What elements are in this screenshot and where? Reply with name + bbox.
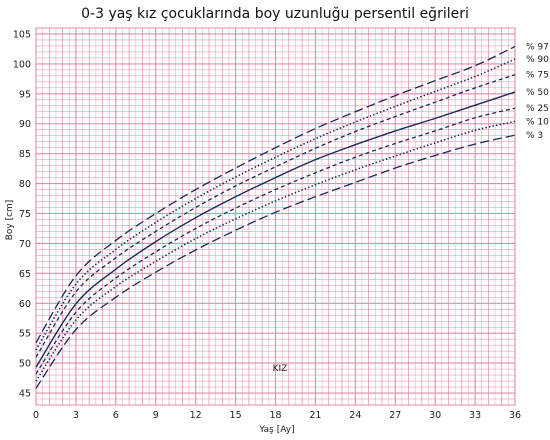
y-tick-label: 90 [19, 119, 31, 130]
x-tick-label: 24 [349, 410, 361, 421]
y-tick-label: 70 [19, 239, 31, 250]
x-tick-label: 21 [309, 410, 321, 421]
legend-label-p50: % 50 [526, 88, 549, 98]
series-lines [35, 45, 516, 389]
series-line-p3 [35, 134, 516, 389]
chart-annotation-kiz: KIZ [273, 364, 288, 374]
series-line-p25 [35, 107, 516, 375]
y-tick-label: 65 [19, 269, 31, 280]
y-axis-label: Boy [cm] [5, 200, 15, 241]
legend-label-p90: % 90 [526, 55, 549, 65]
x-tick-label: 18 [269, 410, 281, 421]
legend-label-p10: % 10 [526, 117, 549, 127]
y-tick-label: 55 [19, 329, 31, 340]
y-tick-label: 60 [19, 299, 31, 310]
x-tick-label: 3 [73, 410, 79, 421]
y-tick-label: 50 [19, 359, 31, 370]
legend-label-p3: % 3 [526, 131, 543, 141]
legend-label-p25: % 25 [526, 104, 549, 114]
x-tick-label: 27 [389, 410, 401, 421]
x-tick-label: 0 [33, 410, 39, 421]
y-tick-label: 45 [19, 389, 31, 400]
y-tick-label: 100 [13, 59, 31, 70]
legend-label-p75: % 75 [526, 71, 549, 81]
series-line-p75 [35, 74, 516, 358]
y-tick-label: 105 [13, 29, 31, 40]
y-tick-label: 75 [19, 209, 31, 220]
axis-ticks: 0 3 6 9 12 15 18 21 24 27 30 33 36455055606570758085… [13, 29, 521, 421]
y-tick-label: 95 [19, 89, 31, 100]
x-tick-label: 12 [190, 410, 202, 421]
x-axis-label: Yaş [Ay] [258, 425, 294, 435]
x-tick-label: 36 [509, 410, 521, 421]
series-line-p50 [35, 91, 516, 368]
x-tick-label: 6 [113, 410, 119, 421]
y-tick-label: 85 [19, 149, 31, 160]
series-line-p90 [35, 58, 516, 351]
series-line-p97 [35, 45, 516, 344]
x-tick-label: 9 [153, 410, 159, 421]
chart-title: 0-3 yaş kız çocuklarında boy uzunluğu pe… [81, 6, 469, 22]
x-tick-label: 33 [469, 410, 481, 421]
x-tick-label: 30 [429, 410, 441, 421]
x-tick-label: 15 [230, 410, 242, 421]
grid [35, 27, 516, 406]
series-line-p10 [35, 120, 516, 382]
legend-label-p97: % 97 [526, 43, 549, 53]
legend: % 97 % 90 % 75 % 50 % 25 % 10 % 3 [526, 43, 549, 142]
y-tick-label: 80 [19, 179, 31, 190]
